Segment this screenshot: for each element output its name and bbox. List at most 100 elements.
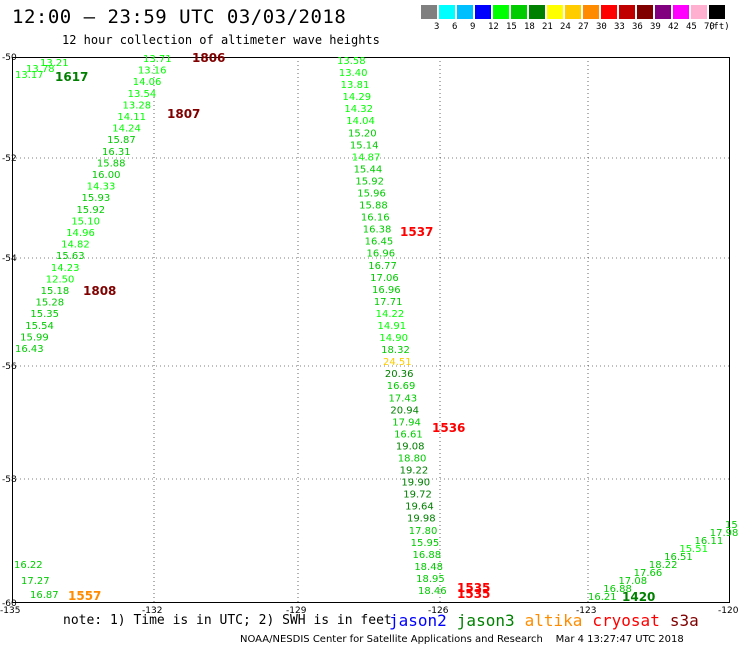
swh-reading: 15.20	[348, 128, 377, 139]
swh-reading: 16.38	[363, 225, 392, 236]
legend-swatch	[709, 5, 725, 19]
swh-reading: 19.90	[401, 478, 430, 489]
swh-reading: 19.72	[403, 490, 432, 501]
legend-swatch	[439, 5, 455, 19]
satellite-cryosat: cryosat	[592, 611, 660, 630]
swh-reading: 15.14	[350, 140, 379, 151]
swh-reading: 16.87	[30, 590, 59, 601]
lon-tick-label: -126	[428, 606, 449, 616]
swh-reading: 18.46	[418, 586, 447, 597]
legend-label: 18	[524, 22, 535, 32]
pass-time-label: 1537	[400, 225, 433, 239]
lat-tick-label: -60	[2, 599, 17, 609]
legend-label: 36	[632, 22, 643, 32]
legend-swatch	[475, 5, 491, 19]
swh-reading: 16.51	[664, 552, 693, 563]
swh-reading: 18.95	[416, 574, 445, 585]
swh-reading: 14.24	[112, 124, 141, 135]
legend-unit: (ft)	[708, 22, 730, 32]
swh-reading: 15.96	[357, 189, 386, 200]
lon-tick-label: -135	[0, 606, 20, 616]
swh-reading: 15.88	[359, 201, 388, 212]
swh-reading: 15	[725, 520, 738, 531]
swh-reading: 13.81	[341, 80, 370, 91]
swh-reading: 17.08	[618, 576, 647, 587]
legend-swatch	[583, 5, 599, 19]
swh-reading: 15.92	[76, 205, 105, 216]
swh-reading: 16.61	[394, 429, 423, 440]
swh-reading: 14.33	[87, 182, 116, 193]
pass-time-label: 1617	[55, 70, 88, 84]
swh-reading: 16.43	[15, 344, 44, 355]
swh-reading: 17.06	[370, 273, 399, 284]
credit-text: NOAA/NESDIS Center for Satellite Applica…	[240, 634, 543, 645]
pass-time-label: 1806	[192, 51, 225, 65]
legend-label: 9	[470, 22, 476, 32]
lat-tick-label: -50	[2, 53, 17, 63]
legend-label: 24	[560, 22, 571, 32]
satellite-s3a: s3a	[669, 611, 699, 630]
swh-reading: 18.32	[381, 345, 410, 356]
satellite-jason3: jason3	[456, 611, 515, 630]
lon-tick-label: -123	[576, 606, 596, 616]
swh-reading: 17.27	[21, 576, 50, 587]
swh-reading: 16.96	[366, 249, 395, 260]
legend-swatch	[565, 5, 581, 19]
swh-reading: 15.88	[97, 158, 126, 169]
swh-reading: 16.22	[14, 560, 43, 571]
swh-reading: 16.00	[92, 170, 121, 181]
legend-swatch	[673, 5, 689, 19]
swh-reading: 14.96	[66, 228, 95, 239]
swh-reading: 13.40	[339, 68, 368, 79]
swh-reading: 18.48	[414, 562, 443, 573]
swh-reading: 16.88	[603, 584, 632, 595]
swh-reading: 17.80	[409, 526, 438, 537]
swh-reading: 13.71	[143, 54, 172, 65]
swh-reading: 15.18	[41, 286, 70, 297]
swh-reading: 15.10	[71, 216, 100, 227]
swh-reading: 20.36	[385, 369, 414, 380]
lon-tick-label: -132	[142, 606, 162, 616]
swh-reading: 14.87	[352, 152, 381, 163]
swh-reading: 16.88	[412, 550, 441, 561]
altimeter-map: -50 -52 -54 -56 -58 -60-135 -132 -129 -126 -123 -1…	[0, 51, 739, 616]
swh-reading: 17.66	[634, 568, 663, 579]
swh-reading: 16.31	[102, 147, 131, 158]
swh-reading: 13.78	[26, 64, 55, 75]
lon-tick-label: -120	[718, 606, 739, 616]
legend-swatch	[619, 5, 635, 19]
swh-reading: 13.54	[128, 89, 157, 100]
swh-reading: 15.35	[30, 309, 59, 320]
pass-time-label: 1535	[457, 581, 490, 595]
swh-reading: 15.51	[679, 544, 708, 555]
swh-reading: 15.87	[107, 135, 136, 146]
swh-reading: 14.29	[343, 92, 372, 103]
legend-swatch	[601, 5, 617, 19]
pass-time-label: 1807	[167, 107, 200, 121]
legend-label: 30	[596, 22, 607, 32]
legend-label: 6	[452, 22, 458, 32]
page-subtitle: 12 hour collection of altimeter wave hei…	[62, 33, 380, 47]
swh-reading: 16.16	[361, 213, 390, 224]
swh-reading: 15.54	[25, 321, 54, 332]
legend-label: 3	[434, 22, 440, 32]
swh-reading: 17.43	[389, 393, 418, 404]
legend-label: 21	[542, 22, 553, 32]
lat-tick-label: -52	[2, 154, 17, 164]
swh-reading: 13.58	[337, 56, 366, 67]
legend-swatch	[637, 5, 653, 19]
swh-reading: 18.22	[649, 560, 678, 571]
swh-reading: 16.11	[695, 536, 724, 547]
legend-label: 45	[686, 22, 697, 32]
swh-reading: 14.32	[344, 104, 373, 115]
swh-reading: 15.44	[354, 164, 383, 175]
swh-reading: 18.80	[398, 454, 427, 465]
generated-timestamp: Mar 4 13:27:47 UTC 2018	[555, 634, 684, 645]
legend-swatch	[529, 5, 545, 19]
swh-reading: 14.22	[376, 309, 405, 320]
legend-swatch	[655, 5, 671, 19]
legend-label: 39	[650, 22, 661, 32]
swh-reading: 14.90	[379, 333, 408, 344]
legend-swatch	[493, 5, 509, 19]
page-title: 12:00 – 23:59 UTC 03/03/2018	[12, 6, 347, 28]
